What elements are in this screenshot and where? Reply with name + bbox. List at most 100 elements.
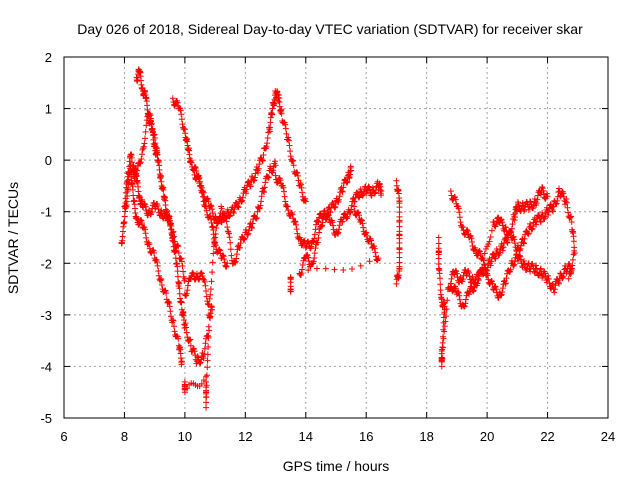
data-point bbox=[519, 199, 526, 206]
data-point bbox=[187, 157, 194, 164]
data-point bbox=[171, 323, 178, 330]
data-point bbox=[197, 359, 204, 366]
data-point bbox=[493, 221, 500, 228]
data-point bbox=[565, 209, 572, 216]
data-point bbox=[226, 213, 233, 220]
data-point bbox=[248, 224, 255, 231]
data-point bbox=[207, 286, 214, 293]
data-point bbox=[470, 288, 477, 295]
data-point bbox=[393, 280, 400, 287]
data-point bbox=[465, 291, 472, 298]
data-point bbox=[209, 269, 216, 276]
data-point bbox=[230, 210, 237, 217]
data-point bbox=[238, 198, 245, 205]
data-point bbox=[245, 230, 252, 237]
series-arc-g bbox=[190, 167, 231, 270]
data-point bbox=[499, 244, 506, 251]
data-point bbox=[543, 190, 550, 197]
data-point bbox=[556, 185, 563, 192]
data-point bbox=[549, 208, 556, 215]
data-point bbox=[222, 263, 229, 270]
data-point bbox=[302, 195, 309, 202]
data-point bbox=[459, 276, 466, 283]
data-point bbox=[357, 262, 364, 269]
data-point bbox=[484, 264, 491, 271]
data-point bbox=[197, 360, 203, 367]
data-point bbox=[477, 251, 484, 258]
data-point bbox=[311, 255, 318, 262]
data-point bbox=[318, 223, 325, 230]
data-point bbox=[226, 230, 233, 237]
data-point bbox=[568, 219, 575, 226]
data-point bbox=[285, 134, 292, 141]
data-point bbox=[205, 323, 212, 330]
y-axis-label: SDTVAR / TECUs bbox=[5, 182, 21, 294]
data-point bbox=[203, 393, 210, 400]
data-point bbox=[375, 255, 382, 262]
data-point bbox=[371, 245, 378, 252]
data-point bbox=[396, 254, 403, 261]
data-point bbox=[271, 158, 278, 165]
data-point bbox=[203, 372, 210, 379]
data-point bbox=[233, 255, 240, 262]
data-point bbox=[184, 385, 191, 392]
data-point bbox=[537, 265, 544, 272]
data-point bbox=[177, 107, 184, 114]
data-point bbox=[199, 188, 206, 195]
data-point bbox=[464, 226, 471, 233]
data-point bbox=[452, 285, 459, 292]
data-point bbox=[533, 200, 540, 207]
data-point bbox=[378, 188, 385, 195]
data-point bbox=[537, 218, 544, 225]
data-point bbox=[504, 239, 511, 246]
data-point bbox=[151, 131, 158, 138]
data-point bbox=[331, 204, 338, 211]
data-point bbox=[148, 209, 155, 216]
data-point bbox=[346, 209, 353, 216]
data-point bbox=[209, 259, 216, 266]
data-point bbox=[192, 163, 199, 170]
axis-ticks bbox=[63, 56, 609, 419]
data-point bbox=[222, 214, 229, 221]
data-point bbox=[312, 245, 319, 252]
data-point bbox=[207, 215, 214, 222]
data-point bbox=[212, 239, 219, 246]
data-point bbox=[245, 178, 252, 185]
data-point bbox=[174, 99, 181, 106]
data-point bbox=[171, 328, 178, 335]
data-point bbox=[172, 248, 179, 255]
data-point bbox=[479, 264, 486, 271]
data-point bbox=[282, 125, 289, 132]
data-point bbox=[455, 205, 462, 212]
data-point bbox=[457, 219, 464, 226]
data-point bbox=[517, 256, 524, 263]
data-point bbox=[178, 116, 185, 123]
data-point bbox=[227, 239, 234, 246]
data-point bbox=[569, 256, 576, 263]
data-point bbox=[149, 125, 156, 132]
data-point bbox=[191, 348, 198, 355]
data-point bbox=[348, 167, 355, 174]
data-point bbox=[218, 205, 225, 212]
data-point bbox=[476, 247, 483, 254]
data-point bbox=[344, 178, 351, 185]
data-point bbox=[299, 261, 306, 268]
data-point bbox=[239, 197, 246, 204]
data-point bbox=[216, 247, 223, 254]
x-tick-label: 20 bbox=[480, 429, 494, 444]
data-point bbox=[154, 151, 161, 158]
data-point bbox=[456, 296, 463, 303]
data-point bbox=[258, 193, 265, 200]
series-arc-i bbox=[272, 163, 355, 252]
data-point bbox=[201, 278, 208, 285]
data-point bbox=[169, 317, 176, 324]
data-point bbox=[258, 198, 265, 205]
data-point bbox=[567, 213, 574, 220]
data-point bbox=[302, 198, 309, 205]
series-arc-d bbox=[130, 110, 161, 179]
data-point bbox=[537, 218, 544, 225]
data-point bbox=[203, 203, 210, 210]
data-point bbox=[365, 183, 372, 190]
data-point bbox=[260, 188, 267, 195]
